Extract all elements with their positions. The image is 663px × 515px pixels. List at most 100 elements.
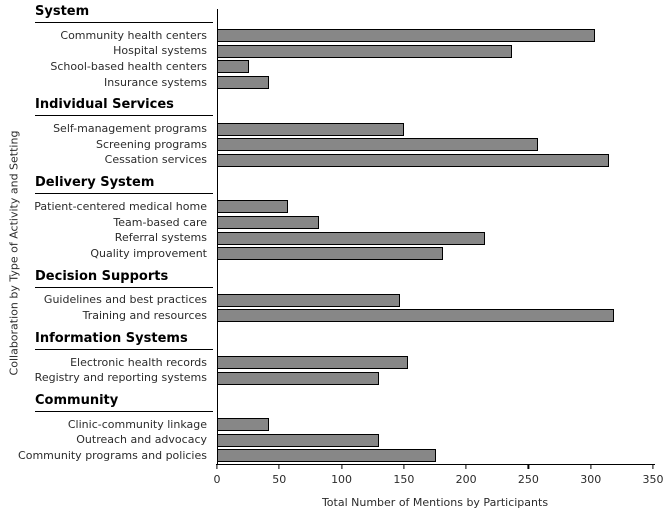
category-label: Training and resources (82, 308, 207, 322)
category-label: Cessation services (104, 153, 207, 167)
bar (217, 76, 270, 90)
bar-row-hospital-systems: Hospital systems (0, 44, 663, 60)
bar-row-self-management-programs: Self-management programs (0, 121, 663, 137)
bar-row-clinic-community-linkage: Clinic-community linkage (0, 417, 663, 433)
bar (217, 371, 379, 385)
category-label: Quality improvement (90, 246, 207, 260)
plot-cell (213, 153, 663, 167)
category-label: School-based health centers (50, 59, 207, 73)
x-tick-label: 50 (272, 472, 287, 486)
bar (217, 29, 595, 43)
bar (217, 356, 408, 370)
bar (217, 418, 270, 432)
bar-row-screening-programs: Screening programs (0, 137, 663, 153)
bar-row-guidelines-and-best-practices: Guidelines and best practices (0, 293, 663, 309)
bar-row-outreach-and-advocacy: Outreach and advocacy (0, 433, 663, 449)
x-axis: Total Number of Mentions by Participants… (0, 463, 663, 514)
plot-cell (213, 200, 663, 214)
chart-rows: System Community health centers Hospital s… (0, 4, 663, 464)
plot-cell (213, 76, 663, 90)
bar (217, 231, 485, 245)
group-header-system: System (35, 4, 213, 23)
bar (217, 122, 404, 136)
x-tick-label: 300 (580, 472, 602, 486)
plot-cell (213, 60, 663, 74)
bar-row-quality-improvement: Quality improvement (0, 246, 663, 262)
x-tick-label: 100 (331, 472, 353, 486)
x-axis-title: Total Number of Mentions by Participants (321, 495, 549, 509)
bar-row-cessation-services: Cessation services (0, 153, 663, 169)
category-label: Insurance systems (104, 75, 207, 89)
x-tick-mark (590, 464, 592, 470)
bar (217, 309, 615, 323)
plot-cell (213, 293, 663, 307)
group-header-community: Community (35, 393, 213, 412)
plot-cell (213, 309, 663, 323)
y-axis-line (216, 9, 218, 464)
group-header-decision-supports: Decision Supports (35, 269, 213, 288)
category-label: Clinic-community linkage (67, 417, 207, 431)
bar-row-community-health-centers: Community health centers (0, 28, 663, 44)
x-axis-line (216, 463, 655, 465)
group-header-delivery-system: Delivery System (35, 175, 213, 195)
plot-cell (213, 29, 663, 43)
group-header-individual-services: Individual Services (35, 97, 213, 117)
bar-row-patient-centered-medical-home: Patient-centered medical home (0, 199, 663, 215)
category-label: Community programs and policies (18, 448, 207, 462)
category-label: Team-based care (113, 215, 207, 229)
bar (217, 247, 443, 261)
plot-cell (213, 356, 663, 370)
x-tick-mark (278, 464, 280, 470)
bar-row-training-and-resources: Training and resources (0, 308, 663, 324)
bar-row-electronic-health-records: Electronic health records (0, 355, 663, 371)
bar-row-referral-systems: Referral systems (0, 230, 663, 246)
x-tick-label: 350 (642, 472, 663, 486)
category-label: Guidelines and best practices (43, 293, 207, 307)
bar-row-insurance-systems: Insurance systems (0, 75, 663, 91)
bar (217, 216, 320, 230)
category-label: Self-management programs (53, 122, 207, 136)
x-tick-label: 0 (213, 472, 221, 486)
plot-cell (213, 247, 663, 261)
bar-row-community-programs-and-policies: Community programs and policies (0, 448, 663, 464)
bar (217, 449, 437, 463)
bar (217, 153, 610, 167)
x-tick-mark (340, 464, 343, 470)
x-tick-label: 250 (517, 472, 539, 486)
x-tick-mark (527, 464, 530, 470)
plot-cell (213, 231, 663, 245)
category-label: Referral systems (114, 231, 207, 245)
category-label: Electronic health records (70, 355, 207, 369)
plot-cell (213, 138, 663, 152)
x-tick-label: 150 (393, 472, 415, 486)
category-label: Hospital systems (113, 44, 207, 58)
bar (217, 138, 539, 152)
bar (217, 200, 288, 214)
plot-cell (213, 418, 663, 432)
plot-cell (213, 122, 663, 136)
bar (217, 293, 401, 307)
group-header-information-systems: Information Systems (35, 331, 213, 350)
bar (217, 60, 250, 74)
plot-cell (213, 371, 663, 385)
x-tick-label: 200 (455, 472, 477, 486)
plot-cell (213, 216, 663, 230)
category-label: Patient-centered medical home (34, 199, 207, 213)
category-label: Registry and reporting systems (34, 371, 207, 385)
plot-cell (213, 44, 663, 58)
bar-row-registry-and-reporting-systems: Registry and reporting systems (0, 370, 663, 386)
x-tick-mark (403, 464, 405, 470)
x-tick-mark (216, 464, 218, 470)
bar (217, 433, 379, 447)
bar (217, 44, 513, 58)
plot-cell (213, 433, 663, 447)
x-tick-mark (465, 464, 467, 470)
bar-row-team-based-care: Team-based care (0, 215, 663, 231)
plot-cell (213, 449, 663, 463)
category-label: Outreach and advocacy (76, 433, 207, 447)
x-tick-mark (652, 464, 654, 470)
bar-row-school-based-health-centers: School-based health centers (0, 59, 663, 75)
category-label: Community health centers (60, 28, 207, 42)
